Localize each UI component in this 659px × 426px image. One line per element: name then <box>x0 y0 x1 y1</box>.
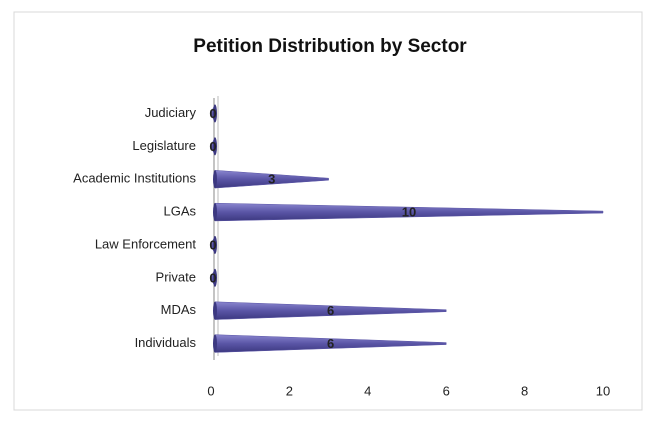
bar-base <box>213 137 217 156</box>
x-tick-label: 4 <box>364 383 371 398</box>
bar-base <box>213 203 217 221</box>
bar-base <box>213 236 217 254</box>
data-label: 10 <box>402 205 416 220</box>
y-tick-label: Academic Institutions <box>73 171 196 186</box>
data-label: 0 <box>209 106 216 121</box>
data-label: 0 <box>209 270 216 285</box>
x-tick-label: 10 <box>596 383 610 398</box>
data-label: 3 <box>268 172 275 187</box>
bar-base <box>213 104 217 123</box>
y-tick-label: MDAs <box>161 302 197 317</box>
y-tick-label: LGAs <box>163 204 196 219</box>
y-tick-label: Law Enforcement <box>95 236 197 251</box>
x-tick-label: 8 <box>521 383 528 398</box>
data-label: 0 <box>209 139 216 154</box>
y-tick-label: Judiciary <box>145 105 197 120</box>
bar-base <box>213 301 217 320</box>
bar-base <box>213 268 217 287</box>
x-tick-label: 2 <box>286 383 293 398</box>
data-label: 6 <box>327 336 334 351</box>
chart-title: Petition Distribution by Sector <box>193 36 467 57</box>
y-tick-label: Legislature <box>132 138 196 153</box>
bar-base <box>213 170 217 189</box>
bar-base <box>213 334 217 353</box>
x-tick-label: 6 <box>443 383 450 398</box>
data-label: 6 <box>327 303 334 318</box>
y-tick-label: Individuals <box>135 335 197 350</box>
x-tick-label: 0 <box>207 383 214 398</box>
y-tick-label: Private <box>156 269 196 284</box>
data-label: 0 <box>209 237 216 252</box>
